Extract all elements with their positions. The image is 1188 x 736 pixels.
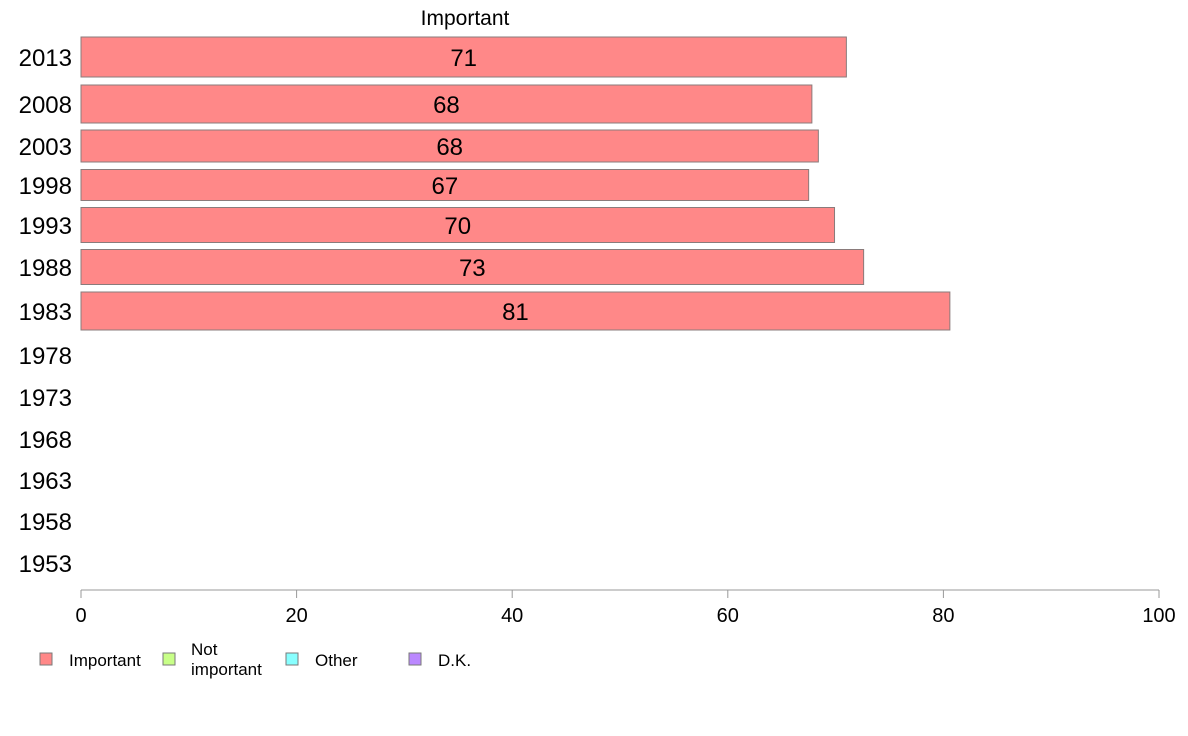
category-label: 1993 [19,213,72,240]
bar [80,129,819,163]
legend: Important Not important Other D.K. [39,640,471,679]
x-tick-label: 40 [501,605,523,627]
category-label: 1963 [19,468,72,495]
legend-label: Not important [191,640,262,679]
category-label: 1998 [19,173,72,200]
category-label: 2008 [19,92,72,119]
series-title: Important [421,7,510,30]
category-label: 1953 [19,551,72,578]
bar [80,291,951,331]
legend-swatch [285,652,299,666]
category-label: 2003 [19,134,72,161]
bar [80,36,847,78]
legend-label: Important [69,651,141,670]
category-label: 1978 [19,343,72,370]
data-label: 71 [450,45,477,72]
category-labels: 2013 2008 2003 1998 1993 1988 1983 1978 1973 1968… [19,45,72,578]
category-label: 1968 [19,427,72,454]
bar [80,249,865,285]
category-label: 2013 [19,45,72,72]
x-tick-label: 60 [717,605,739,627]
bar [80,207,836,243]
category-label: 1988 [19,255,72,282]
data-label: 73 [459,255,486,282]
category-label: 1958 [19,509,72,536]
x-axis-ticks: 0 20 40 60 80 100 [75,590,1176,627]
bar [80,169,810,201]
bars-layer: 71 68 68 67 70 73 81 [80,36,951,331]
data-label: 68 [436,134,463,161]
legend-label: Other [315,651,358,670]
x-tick-label: 20 [285,605,307,627]
data-label: 67 [431,173,458,200]
data-label: 81 [502,299,529,326]
x-tick-label: 80 [932,605,954,627]
legend-label: D.K. [438,651,471,670]
x-tick-label: 0 [75,605,86,627]
legend-swatch [408,652,422,666]
legend-swatch [39,652,53,666]
category-label: 1973 [19,385,72,412]
x-tick-label: 100 [1142,605,1175,627]
data-label: 70 [444,213,471,240]
category-label: 1983 [19,299,72,326]
data-label: 68 [433,92,460,119]
legend-swatch [162,652,176,666]
bar [80,84,813,124]
